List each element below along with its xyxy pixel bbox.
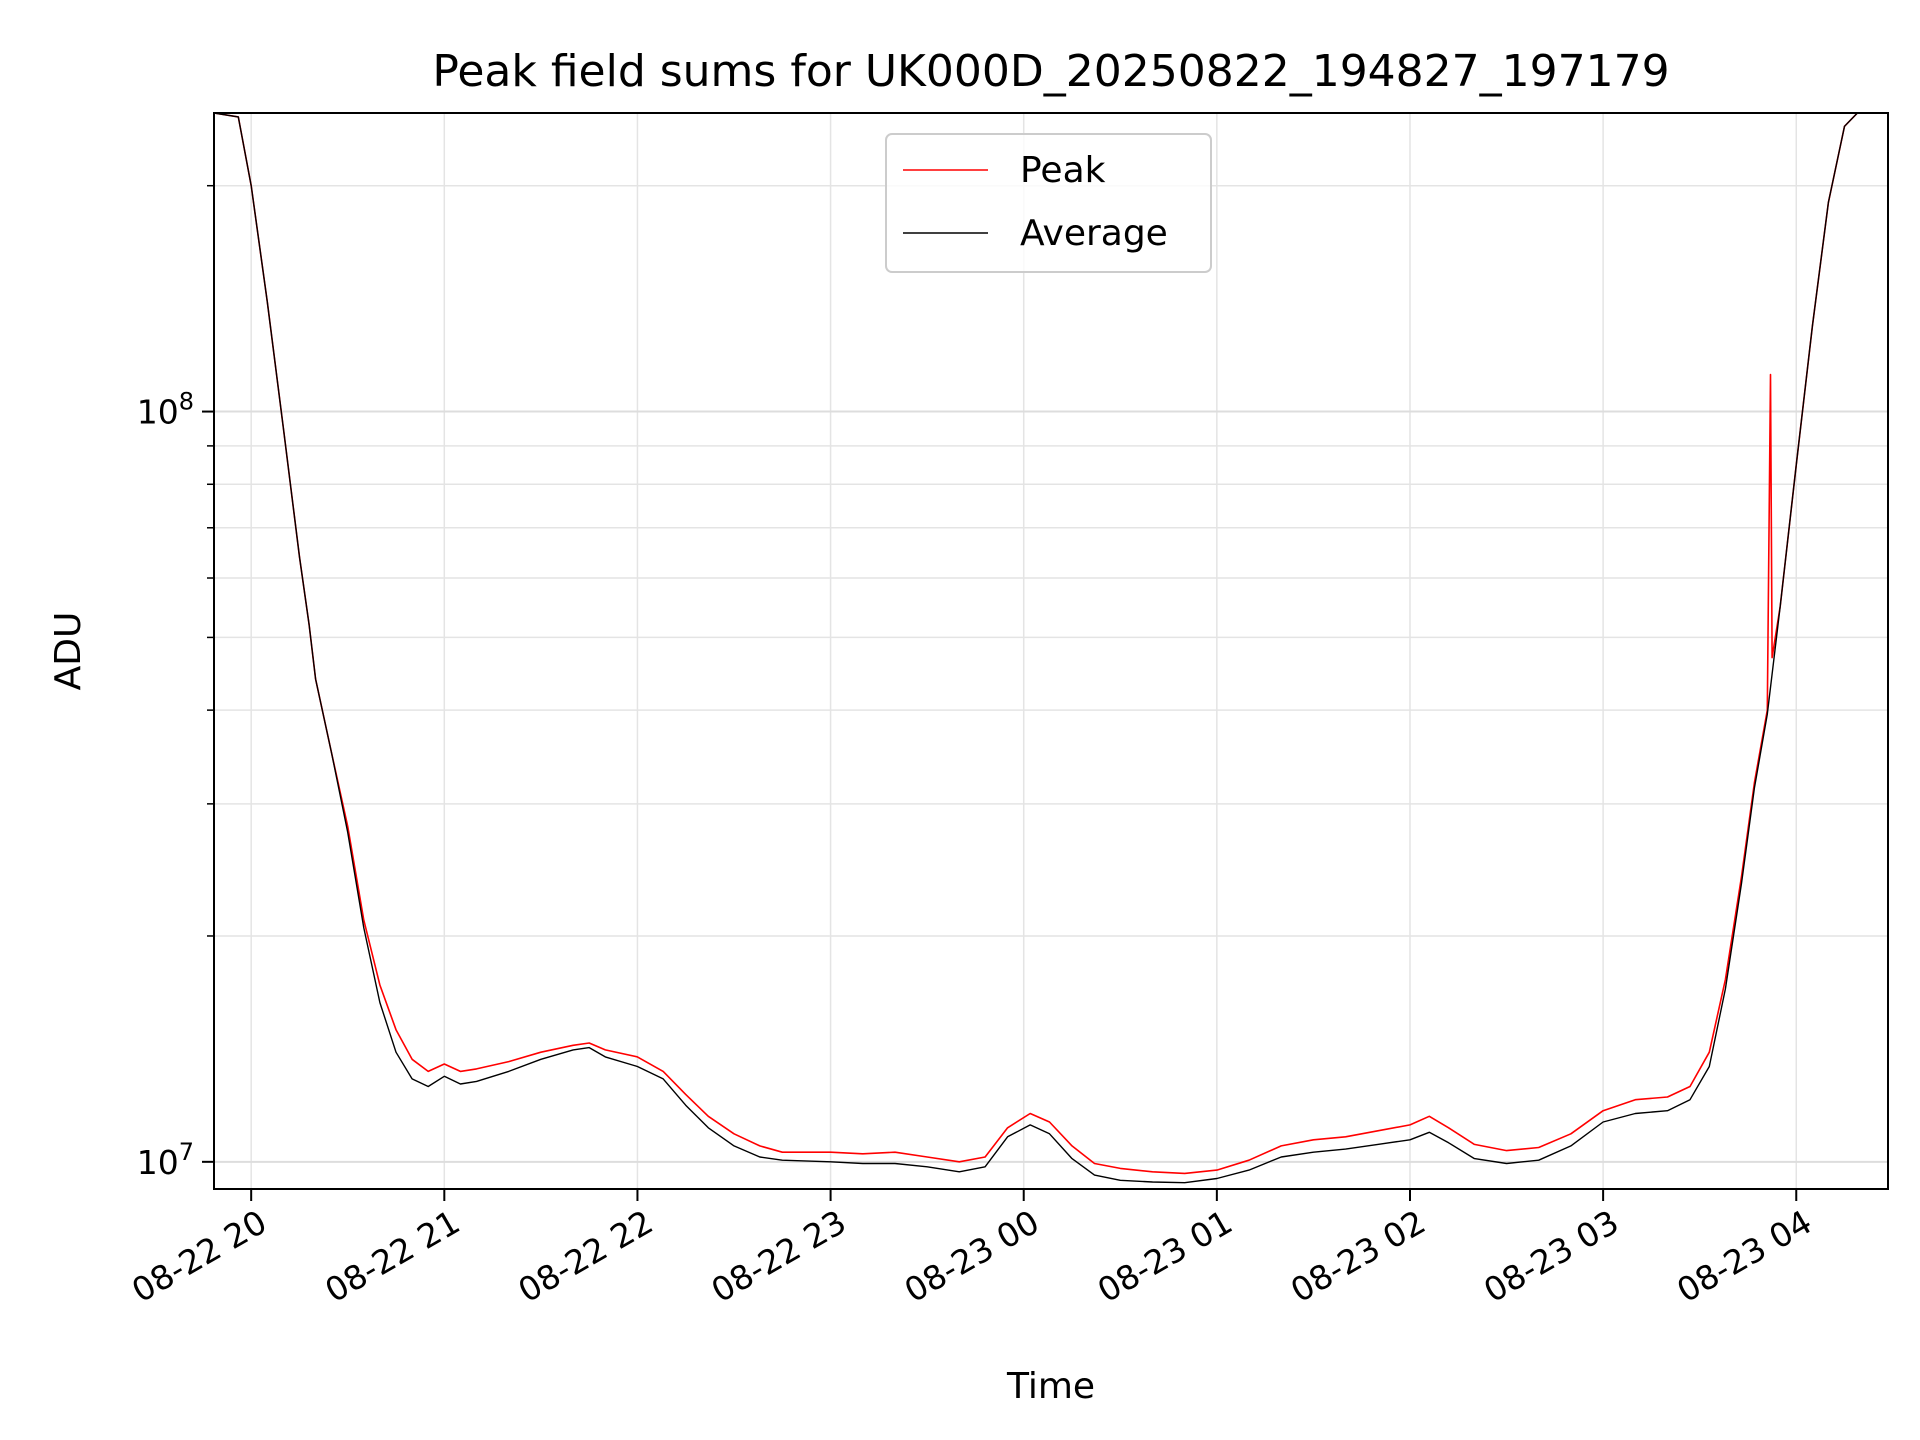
y-axis-label: ADU [48, 612, 89, 691]
legend-box [885, 133, 1212, 273]
legend-label-average: Average [1020, 213, 1168, 254]
y-tick-label: 107 [137, 1138, 194, 1182]
series-line-average [213, 112, 1888, 1184]
x-axis-label: Time [1006, 1366, 1095, 1407]
plot-frame [213, 112, 1889, 1190]
y-tick-label: 108 [137, 388, 194, 432]
series-line-peak [213, 112, 1888, 1175]
series-layer [213, 112, 1888, 1184]
chart-title: Peak field sums for UK000D_20250822_1948… [432, 46, 1669, 97]
legend: Peak Average [885, 133, 1212, 273]
grid [214, 113, 1888, 1189]
legend-label-peak: Peak [1020, 150, 1106, 191]
